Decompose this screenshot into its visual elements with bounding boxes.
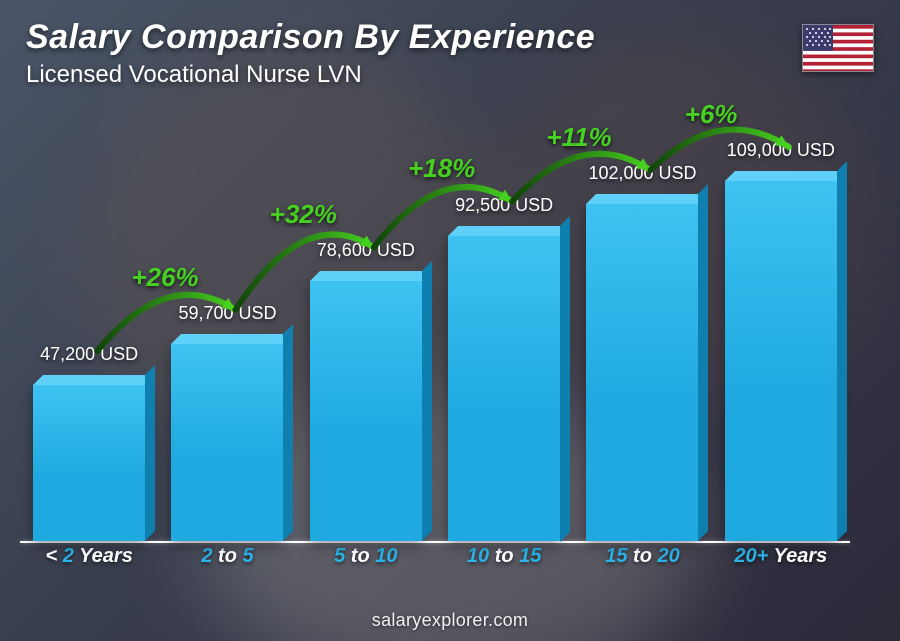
category-slot: 15 to 20 [573, 543, 711, 571]
bar-slot: 92,500 USD [435, 181, 573, 541]
cat-num: 15 [605, 545, 627, 567]
category-label: 5 to 10 [334, 545, 397, 568]
cat-num: 2 [63, 545, 74, 567]
bar-top [171, 334, 293, 344]
delta-label: +18% [408, 153, 475, 184]
bar [448, 236, 560, 542]
value-label: 102,000 USD [588, 163, 696, 184]
delta-label: +26% [131, 262, 198, 293]
category-slot: 10 to 15 [435, 543, 573, 571]
bar [725, 181, 837, 541]
bar-side [560, 216, 570, 542]
cat-num: 5 [334, 545, 345, 567]
bar-slot: 59,700 USD [158, 181, 296, 541]
bar-side [837, 161, 847, 541]
bar-slot: 102,000 USD [573, 181, 711, 541]
category-slot: 2 to 5 [158, 543, 296, 571]
cat-mid: to [627, 545, 657, 567]
bar [310, 281, 422, 541]
category-label: < 2 Years [45, 545, 132, 568]
cat-num2: 10 [375, 545, 397, 567]
bar-top [586, 194, 708, 204]
bar-top [310, 271, 432, 281]
us-flag-svg [803, 25, 874, 72]
cat-num2: 15 [519, 545, 541, 567]
cat-post: Years [74, 545, 133, 567]
value-label: 59,700 USD [178, 303, 276, 324]
cat-pre: < [45, 545, 62, 567]
cat-mid: to [489, 545, 519, 567]
category-slot: 20+ Years [712, 543, 850, 571]
bar-top [448, 226, 570, 236]
bar-face [310, 281, 422, 541]
us-flag-icon [802, 24, 874, 72]
bar-side [283, 324, 293, 541]
cat-num: 20+ [734, 545, 768, 567]
cat-mid: to [345, 545, 375, 567]
bar [586, 204, 698, 541]
category-label: 10 to 15 [467, 545, 542, 568]
cat-num2: 5 [242, 545, 253, 567]
cat-mid: to [212, 545, 242, 567]
category-label: 15 to 20 [605, 545, 680, 568]
cat-post: Years [768, 545, 827, 567]
delta-label: +6% [685, 99, 738, 130]
bar-slot: 78,600 USD [297, 181, 435, 541]
bar-face [725, 181, 837, 541]
bar [33, 385, 145, 541]
cat-num: 2 [201, 545, 212, 567]
delta-label: +11% [546, 122, 611, 153]
footer-attribution: salaryexplorer.com [0, 610, 900, 631]
bar-top [725, 171, 847, 181]
chart-title: Salary Comparison By Experience [26, 18, 595, 57]
category-label: 20+ Years [734, 545, 827, 568]
bar-face [33, 385, 145, 541]
category-slot: 5 to 10 [297, 543, 435, 571]
bar-face [586, 204, 698, 541]
bar-face [171, 344, 283, 541]
bar-top [33, 375, 155, 385]
bar-side [698, 184, 708, 541]
bar-side [145, 365, 155, 541]
value-label: 109,000 USD [727, 140, 835, 161]
cat-num: 10 [467, 545, 489, 567]
chart-area: < 2 Years 47,200 USD 2 to 5 59,700 USD 5 to … [20, 120, 850, 571]
value-label: 47,200 USD [40, 344, 138, 365]
category-label: 2 to 5 [201, 545, 253, 568]
cat-num2: 20 [657, 545, 679, 567]
value-label: 92,500 USD [455, 195, 553, 216]
bar-slot: 109,000 USD [712, 181, 850, 541]
bar [171, 344, 283, 541]
delta-label: +32% [270, 199, 337, 230]
title-block: Salary Comparison By Experience Licensed… [26, 18, 595, 89]
bar-side [422, 261, 432, 541]
bar-slot: 47,200 USD [20, 181, 158, 541]
value-label: 78,600 USD [317, 240, 415, 261]
chart-subtitle: Licensed Vocational Nurse LVN [26, 61, 595, 89]
category-slot: < 2 Years [20, 543, 158, 571]
bar-face [448, 236, 560, 542]
chart-canvas: Salary Comparison By Experience Licensed… [0, 0, 900, 641]
